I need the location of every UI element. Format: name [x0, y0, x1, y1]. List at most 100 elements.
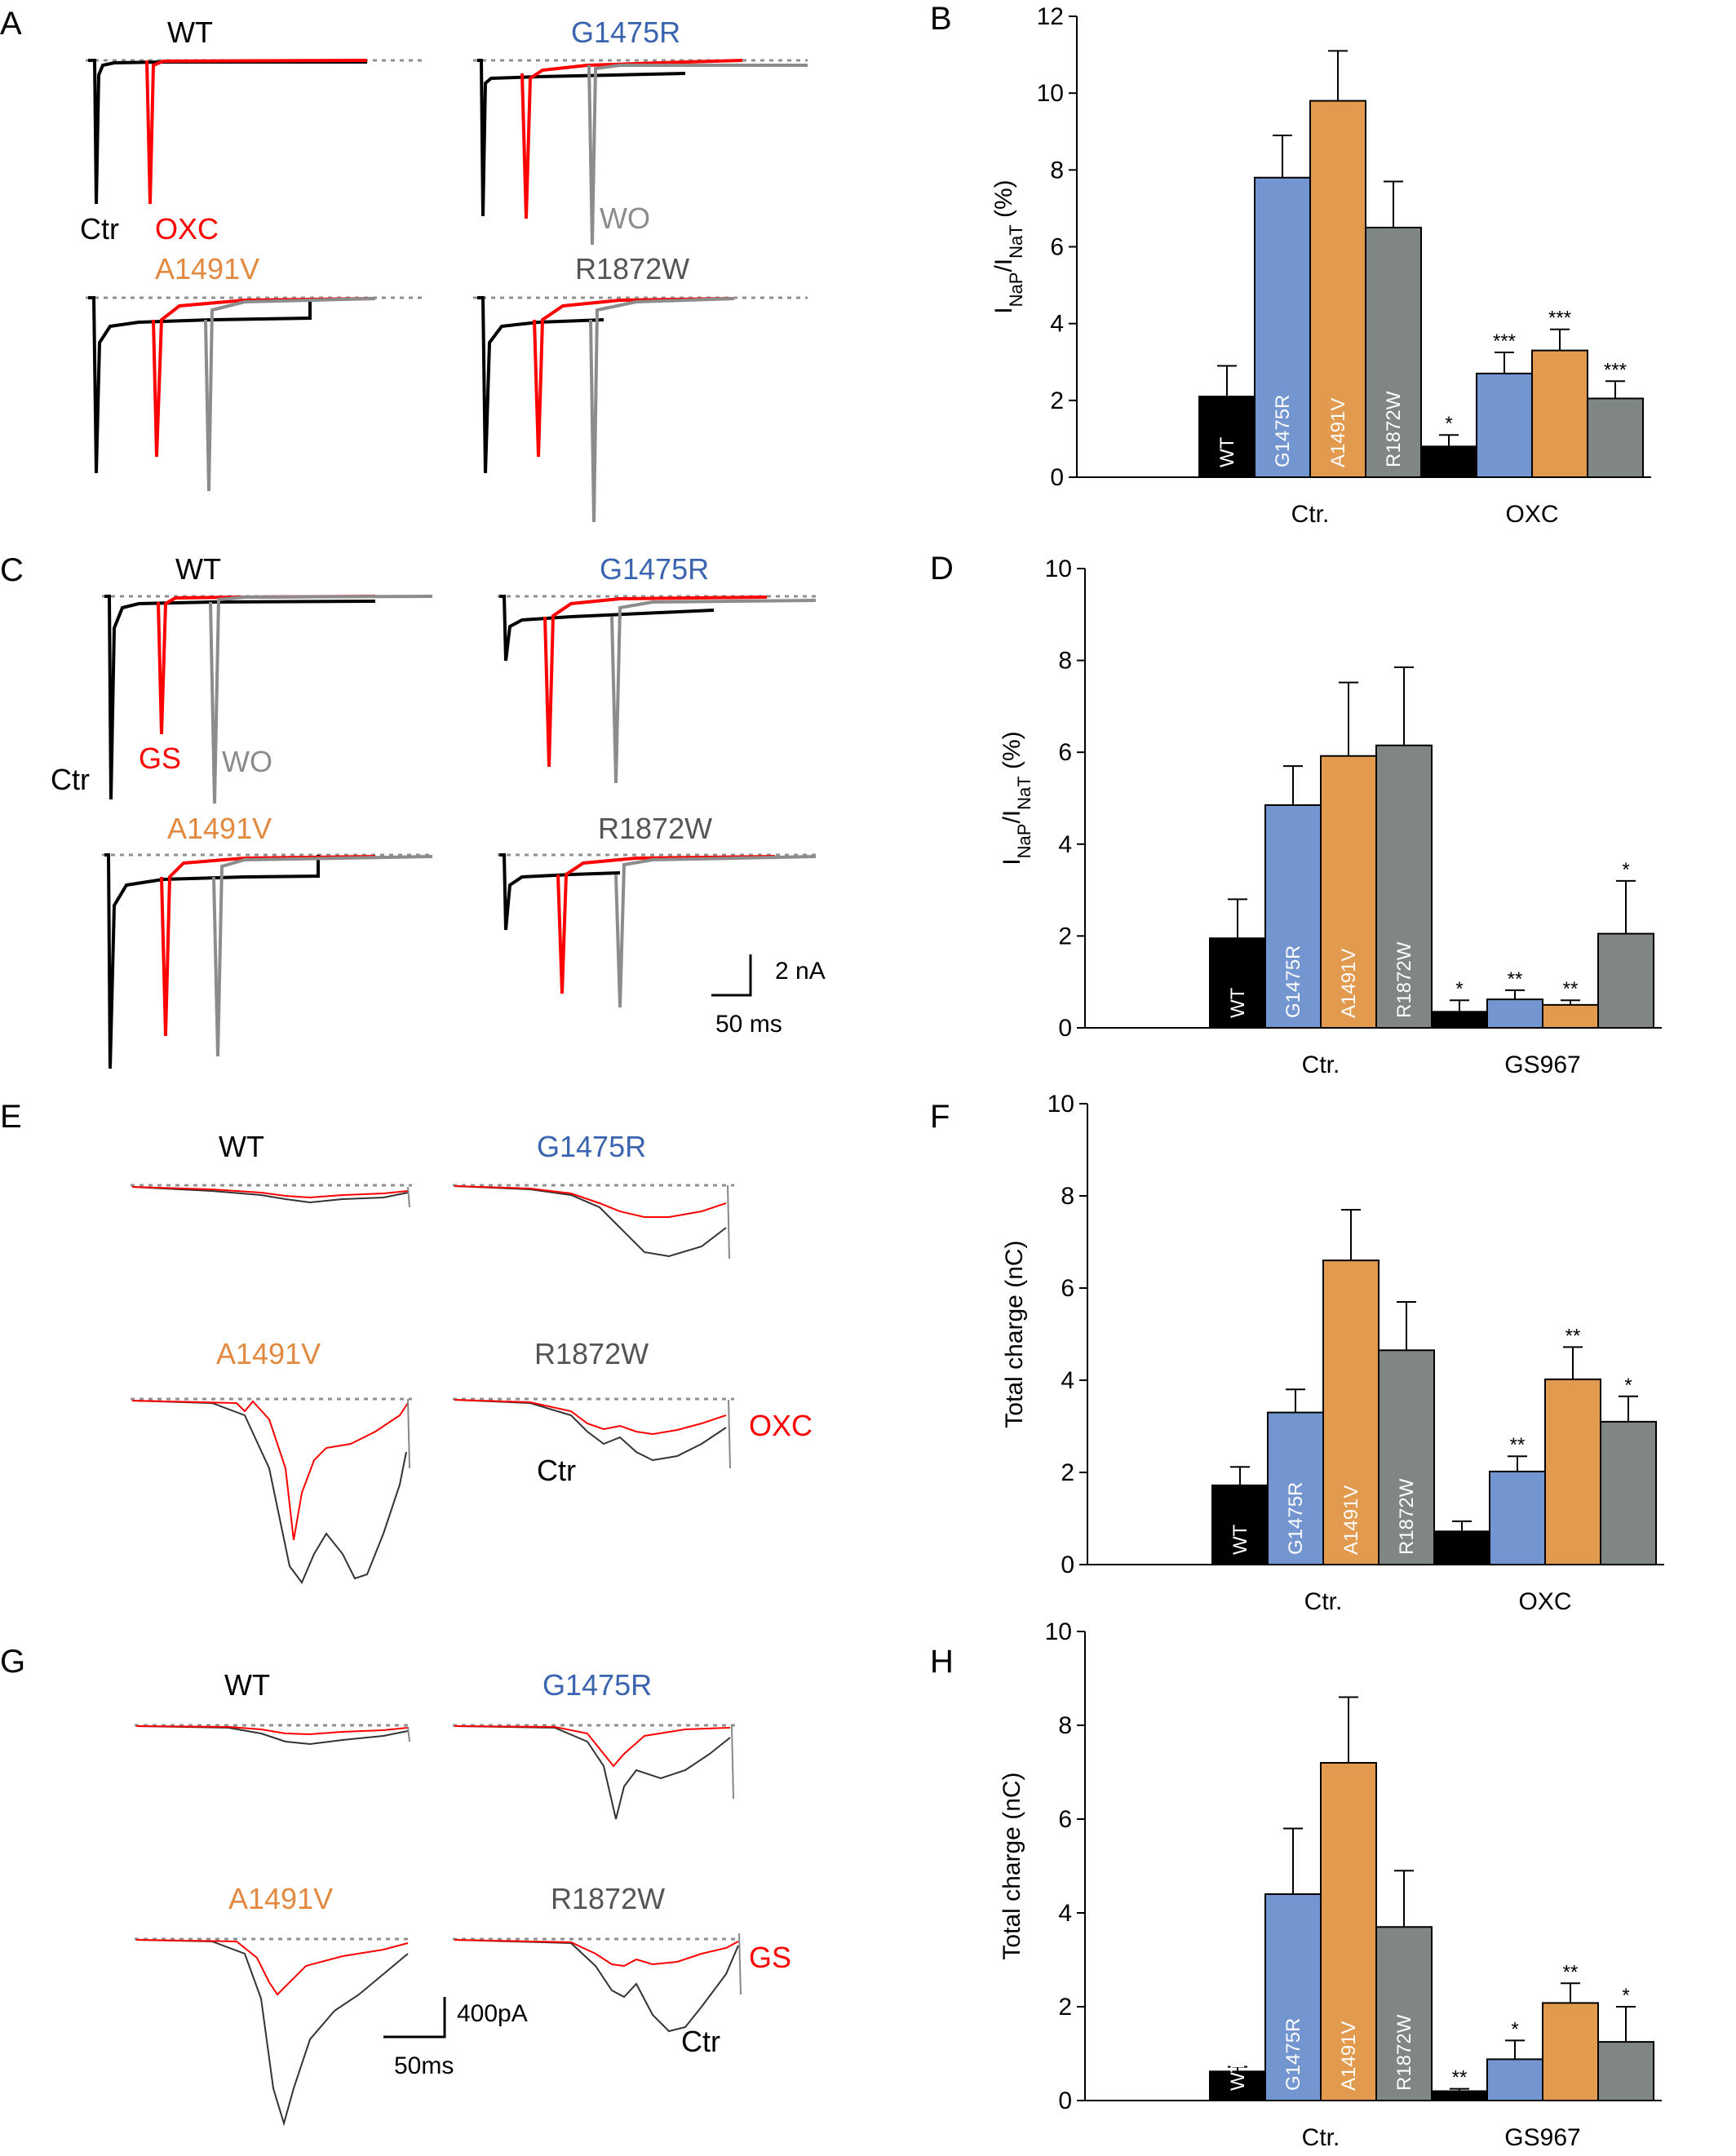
panel-label-f: F — [930, 1099, 950, 1135]
bar-g1475r-1 — [1486, 998, 1543, 1029]
significance-stars: * — [1624, 1375, 1632, 1397]
trace-c-wt-wo — [209, 595, 433, 804]
trace-g-wt-ctr — [135, 1725, 409, 1746]
trace-c-r-wo — [614, 855, 817, 1008]
scale-label-y: 2 nA — [775, 958, 826, 985]
category-label: Ctr. — [1302, 1051, 1340, 1078]
trace-e-a-ctr — [131, 1400, 407, 1584]
scale-bar — [383, 1997, 446, 2039]
y-tick-label: 6 — [1058, 1806, 1072, 1833]
y-tick-label: 2 — [1061, 1459, 1074, 1486]
bar-label: WT — [1227, 987, 1249, 1018]
trace-title-r1872w: R1872W — [534, 1337, 649, 1370]
bar-label: WT — [1229, 1524, 1251, 1555]
panel-label-h: H — [930, 1644, 954, 1680]
bar-label: R1872W — [1383, 391, 1405, 467]
category-label: Ctr. — [1304, 1588, 1343, 1615]
y-tick-label: 0 — [1058, 1015, 1072, 1042]
panel-label-a: A — [0, 6, 22, 42]
significance-stars: ** — [1510, 1434, 1526, 1456]
bar-r1872w-1 — [1597, 2041, 1654, 2101]
trace-c-r-ctr — [499, 853, 621, 931]
trace-title-a1491v: A1491V — [216, 1337, 321, 1370]
significance-stars: * — [1455, 978, 1463, 1000]
y-tick-label: 2 — [1058, 1994, 1072, 2021]
bar-wt-0 — [1211, 1484, 1269, 1565]
trace-e-wt-ctr — [131, 1186, 409, 1204]
bar-label: A1491V — [1338, 949, 1360, 1018]
scale-label-x: 50ms — [394, 2052, 454, 2079]
trace-a-g-ctr — [477, 59, 686, 217]
significance-stars: ** — [1563, 1961, 1579, 1983]
y-tick-label: 8 — [1058, 1712, 1072, 1739]
trace-e-g-oxc — [454, 1185, 727, 1218]
trace-e-a-art — [407, 1398, 410, 1469]
trace-e-wt-art — [407, 1186, 410, 1208]
bar-r1872w-1 — [1597, 932, 1654, 1029]
trace-g-r-ctr — [454, 1939, 739, 2033]
trace-c-g-ctr — [499, 595, 715, 662]
trace-e-r-ctr — [454, 1399, 727, 1462]
label-oxc: OXC — [155, 212, 219, 246]
bar-a1491v-1 — [1544, 1378, 1601, 1565]
trace-title-wt: WT — [175, 552, 221, 586]
trace-c-g-wo — [610, 599, 817, 784]
bar-chart-panel-d: 0 2 4 6 8 10 INaP/INaT (%) WT G1475R A1491V R1872W… — [999, 556, 1662, 1078]
y-tick-label: 10 — [1045, 556, 1072, 582]
category-label: OXC — [1518, 1588, 1571, 1615]
trace-title-wt: WT — [219, 1130, 264, 1163]
panel-label-e: E — [0, 1099, 22, 1135]
trace-a-wt-ctr — [88, 59, 367, 205]
trace-g-a-gs — [135, 1939, 409, 1996]
bar-chart-panel-f: 0 2 4 6 8 10 Total charge (nC) WT G1475R A1491V R1… — [1001, 1091, 1664, 1615]
trace-a-g-wo — [587, 64, 808, 246]
trace-a-a-oxc — [152, 297, 376, 458]
trace-e-wt-oxc — [131, 1186, 409, 1199]
bar-g1475r-0 — [1264, 804, 1322, 1029]
bar-r1872w-0 — [1375, 744, 1433, 1029]
trace-c-wt-ctr — [104, 595, 376, 800]
significance-stars: ** — [1508, 968, 1523, 990]
y-axis-label: INaP/INaT (%) — [990, 179, 1026, 313]
bar-wt-0 — [1209, 937, 1266, 1029]
panel-label-c: C — [0, 552, 24, 588]
y-tick-label: 6 — [1061, 1275, 1074, 1302]
trace-a-a-ctr — [88, 296, 312, 474]
bar-a1491v-0 — [1320, 755, 1377, 1029]
trace-a-r-wo — [589, 297, 735, 523]
bar-label: A1491V — [1338, 2021, 1360, 2091]
bar-a1491v-1 — [1531, 349, 1588, 478]
panel-letters: A B C D E F G H — [0, 1, 954, 1680]
y-tick-label: 0 — [1058, 2087, 1072, 2114]
bar-label: R1872W — [1393, 2014, 1415, 2091]
trace-e-g-ctr — [454, 1185, 727, 1258]
trace-e-a-oxc — [131, 1400, 409, 1541]
y-tick-label: 6 — [1050, 234, 1064, 261]
trace-g-r-gs — [454, 1939, 739, 1968]
trace-title-wt: WT — [224, 1668, 270, 1702]
bar-g1475r-1 — [1489, 1470, 1546, 1565]
y-tick-label: 12 — [1037, 3, 1064, 30]
trace-a-r-ctr — [477, 296, 604, 474]
y-tick-label: 4 — [1050, 311, 1064, 338]
trace-title-a1491v: A1491V — [155, 252, 259, 286]
trace-title-r1872w: R1872W — [551, 1882, 665, 1915]
bar-wt-1 — [1431, 1011, 1488, 1029]
bar-g1475r-1 — [1486, 2058, 1543, 2101]
traces-panel-c: WT G1475R A1491V R1872W Ctr GS WO 2 nA 5… — [51, 552, 826, 1069]
trace-c-a-gs — [160, 855, 376, 1037]
y-tick-label: 10 — [1045, 1618, 1072, 1645]
trace-c-g-gs — [543, 595, 768, 768]
significance-stars: *** — [1548, 308, 1571, 330]
label-ctr: Ctr — [537, 1454, 576, 1487]
significance-stars: *** — [1493, 330, 1516, 352]
panel-label-d: D — [930, 551, 954, 587]
trace-title-g1475r: G1475R — [600, 552, 709, 586]
scale-label-x: 50 ms — [715, 1011, 782, 1038]
trace-title-g1475r: G1475R — [537, 1130, 646, 1163]
y-tick-label: 6 — [1058, 739, 1072, 766]
label-ctr: Ctr — [681, 2025, 720, 2058]
trace-g-a-ctr — [135, 1939, 409, 2127]
y-axis-label: Total charge (nC) — [999, 1772, 1025, 1959]
